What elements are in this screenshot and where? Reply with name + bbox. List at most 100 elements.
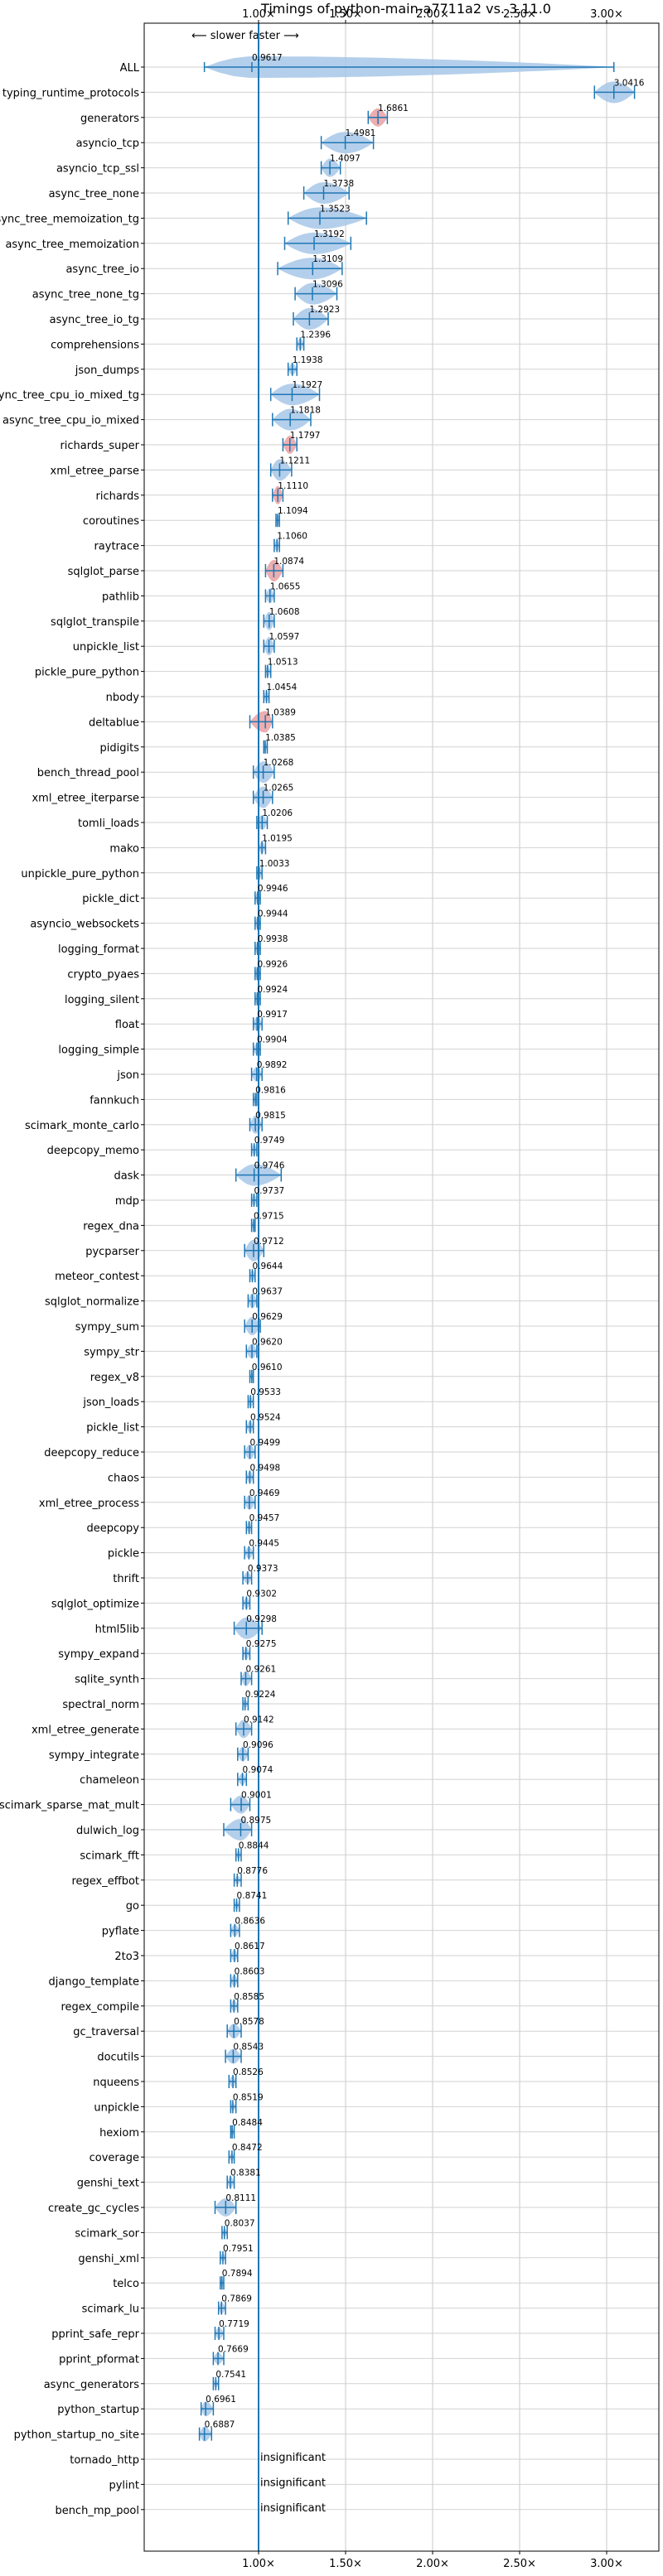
- value-label: 0.9001: [241, 1791, 272, 1801]
- benchmark-name-label: async_tree_cpu_io_mixed: [2, 415, 139, 427]
- value-label: 0.9620: [252, 1337, 283, 1347]
- value-label: 1.3096: [312, 280, 343, 290]
- benchmark-name-label: xml_etree_generate: [31, 1724, 139, 1736]
- value-label: 0.9469: [249, 1488, 280, 1498]
- benchmark-name-label: deepcopy_reduce: [44, 1447, 139, 1459]
- x-tick-label-top: 1.50×: [329, 8, 362, 21]
- x-tick-label-top: 2.00×: [416, 8, 449, 21]
- benchmark-name-label: asyncio_tcp_ssl: [56, 163, 139, 176]
- value-label: 0.9737: [254, 1186, 284, 1196]
- value-label: 1.1938: [293, 355, 323, 365]
- value-label: 0.7894: [222, 2269, 253, 2279]
- benchmark-name-label: sympy_integrate: [49, 1749, 139, 1762]
- benchmark-name-label: richards: [96, 490, 140, 503]
- benchmark-name-label: pprint_safe_repr: [51, 2328, 139, 2341]
- benchmark-name-label: fannkuch: [90, 1094, 139, 1107]
- value-label: 0.9499: [249, 1438, 280, 1448]
- value-label: 0.8585: [234, 1992, 264, 2002]
- value-label: 1.1110: [278, 481, 308, 491]
- value-label: 1.1094: [278, 506, 308, 516]
- benchmark-name-label: async_tree_none_tg: [32, 289, 139, 301]
- benchmark-name-label: async_tree_io: [65, 263, 139, 276]
- benchmark-name-label: spectral_norm: [62, 1699, 139, 1711]
- value-label: 0.9926: [257, 959, 288, 969]
- value-label: 1.3523: [320, 204, 351, 214]
- benchmark-name-label: float: [115, 1019, 139, 1031]
- value-label: 0.8037: [225, 2218, 255, 2228]
- value-label: 0.9298: [246, 1614, 277, 1624]
- value-label: 0.8484: [232, 2118, 263, 2128]
- value-label: 0.7669: [218, 2344, 249, 2354]
- benchmark-name-label: deepcopy_memo: [47, 1145, 139, 1157]
- benchmark-name-label: typing_runtime_protocols: [2, 87, 139, 99]
- benchmark-name-label: json_dumps: [75, 364, 139, 377]
- benchmark-name-label: scimark_sparse_mat_mult: [0, 1800, 139, 1812]
- benchmark-name-label: sqlglot_transpile: [51, 616, 139, 629]
- frame-layer: [141, 20, 660, 2554]
- value-label: 0.9373: [248, 1564, 278, 1574]
- value-label: 0.8975: [240, 1816, 271, 1826]
- x-tick-label-bottom: 3.00×: [590, 2558, 623, 2570]
- benchmark-name-label: genshi_text: [77, 2178, 139, 2190]
- benchmark-name-label: asyncio_websockets: [30, 919, 139, 931]
- benchmark-name-label: unpickle: [94, 2101, 139, 2114]
- benchmark-name-label: logging_format: [58, 943, 139, 956]
- value-label: 1.6861: [378, 104, 409, 113]
- plot-frame: [143, 22, 660, 2552]
- value-label: 1.0389: [265, 707, 296, 717]
- value-label: 0.8526: [233, 2067, 264, 2077]
- benchmark-name-label: xml_etree_iterparse: [31, 793, 139, 805]
- value-label: 0.8603: [235, 1966, 265, 1976]
- benchmark-name-label: json: [116, 1069, 139, 1082]
- benchmark-name-label: nbody: [106, 692, 140, 704]
- value-label: 1.3738: [323, 179, 354, 189]
- value-label: 0.9904: [257, 1035, 288, 1045]
- value-label: 0.9816: [255, 1085, 286, 1095]
- benchmark-name-label: mdp: [115, 1195, 139, 1208]
- benchmark-name-label: comprehensions: [51, 339, 139, 351]
- benchmark-name-label: xml_etree_parse: [51, 465, 139, 477]
- benchmark-name-label: ALL: [120, 62, 140, 75]
- value-label: 1.0195: [262, 833, 293, 843]
- value-label: 0.9644: [253, 1261, 283, 1271]
- value-label: 1.1060: [277, 532, 307, 542]
- value-label: 0.9892: [257, 1060, 288, 1070]
- value-label: 0.6961: [206, 2395, 236, 2405]
- benchmark-name-label: deepcopy: [86, 1522, 139, 1535]
- value-label: 0.7541: [215, 2370, 246, 2380]
- benchmark-name-label: sympy_sum: [75, 1321, 139, 1334]
- value-label: 0.8776: [237, 1866, 268, 1876]
- benchmark-name-label: python_startup: [57, 2404, 139, 2416]
- benchmark-name-label: bench_thread_pool: [37, 767, 139, 779]
- value-label: 0.9096: [243, 1740, 273, 1750]
- value-label: 0.9074: [243, 1765, 273, 1775]
- benchmark-name-label: sqlglot_normalize: [45, 1296, 139, 1309]
- benchmark-name-label: dask: [114, 1170, 139, 1183]
- value-label: 1.0597: [269, 632, 300, 642]
- benchmark-name-label: raytrace: [94, 541, 139, 553]
- value-label: 1.2396: [300, 330, 331, 340]
- value-label: 0.9944: [258, 909, 288, 919]
- value-label: 1.0385: [265, 733, 296, 743]
- benchmark-name-label: html5lib: [95, 1623, 139, 1636]
- value-label: 0.9946: [258, 884, 288, 894]
- value-label: 0.9938: [258, 934, 288, 944]
- value-label: 0.8543: [233, 2043, 264, 2053]
- value-label: 0.9275: [246, 1639, 277, 1649]
- value-label: 0.8381: [230, 2168, 261, 2178]
- benchmark-name-label: hexiom: [99, 2127, 139, 2139]
- benchmark-name-label: django_template: [49, 1975, 139, 1988]
- value-label: 0.7869: [221, 2294, 252, 2304]
- benchmark-name-label: coroutines: [83, 515, 139, 528]
- value-label: 0.9224: [245, 1690, 276, 1700]
- value-label: 1.3109: [312, 254, 343, 264]
- value-label: 1.1818: [290, 406, 321, 416]
- benchmark-name-label: scimark_lu: [82, 2303, 139, 2316]
- value-label: 0.7719: [219, 2319, 249, 2329]
- chart-title: Timings of python-main-a7711a2 vs. 3.11.…: [260, 1, 551, 17]
- value-label: 0.6887: [205, 2420, 235, 2430]
- value-label: 0.8844: [239, 1840, 269, 1850]
- value-label: 1.2923: [309, 305, 340, 315]
- benchmark-name-label: pylint: [109, 2479, 139, 2492]
